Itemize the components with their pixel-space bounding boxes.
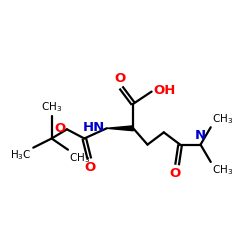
- Text: H$_3$C: H$_3$C: [10, 149, 32, 162]
- Text: HN: HN: [83, 121, 105, 134]
- Text: O: O: [85, 161, 96, 174]
- Polygon shape: [107, 126, 133, 131]
- Text: O: O: [54, 122, 65, 135]
- Text: CH$_3$: CH$_3$: [212, 164, 234, 177]
- Text: OH: OH: [153, 84, 176, 97]
- Text: CH$_3$: CH$_3$: [212, 112, 234, 126]
- Text: N: N: [195, 129, 206, 142]
- Text: O: O: [114, 72, 126, 86]
- Text: CH$_3$: CH$_3$: [41, 100, 62, 114]
- Text: O: O: [170, 168, 181, 180]
- Text: CH$_3$: CH$_3$: [69, 151, 90, 164]
